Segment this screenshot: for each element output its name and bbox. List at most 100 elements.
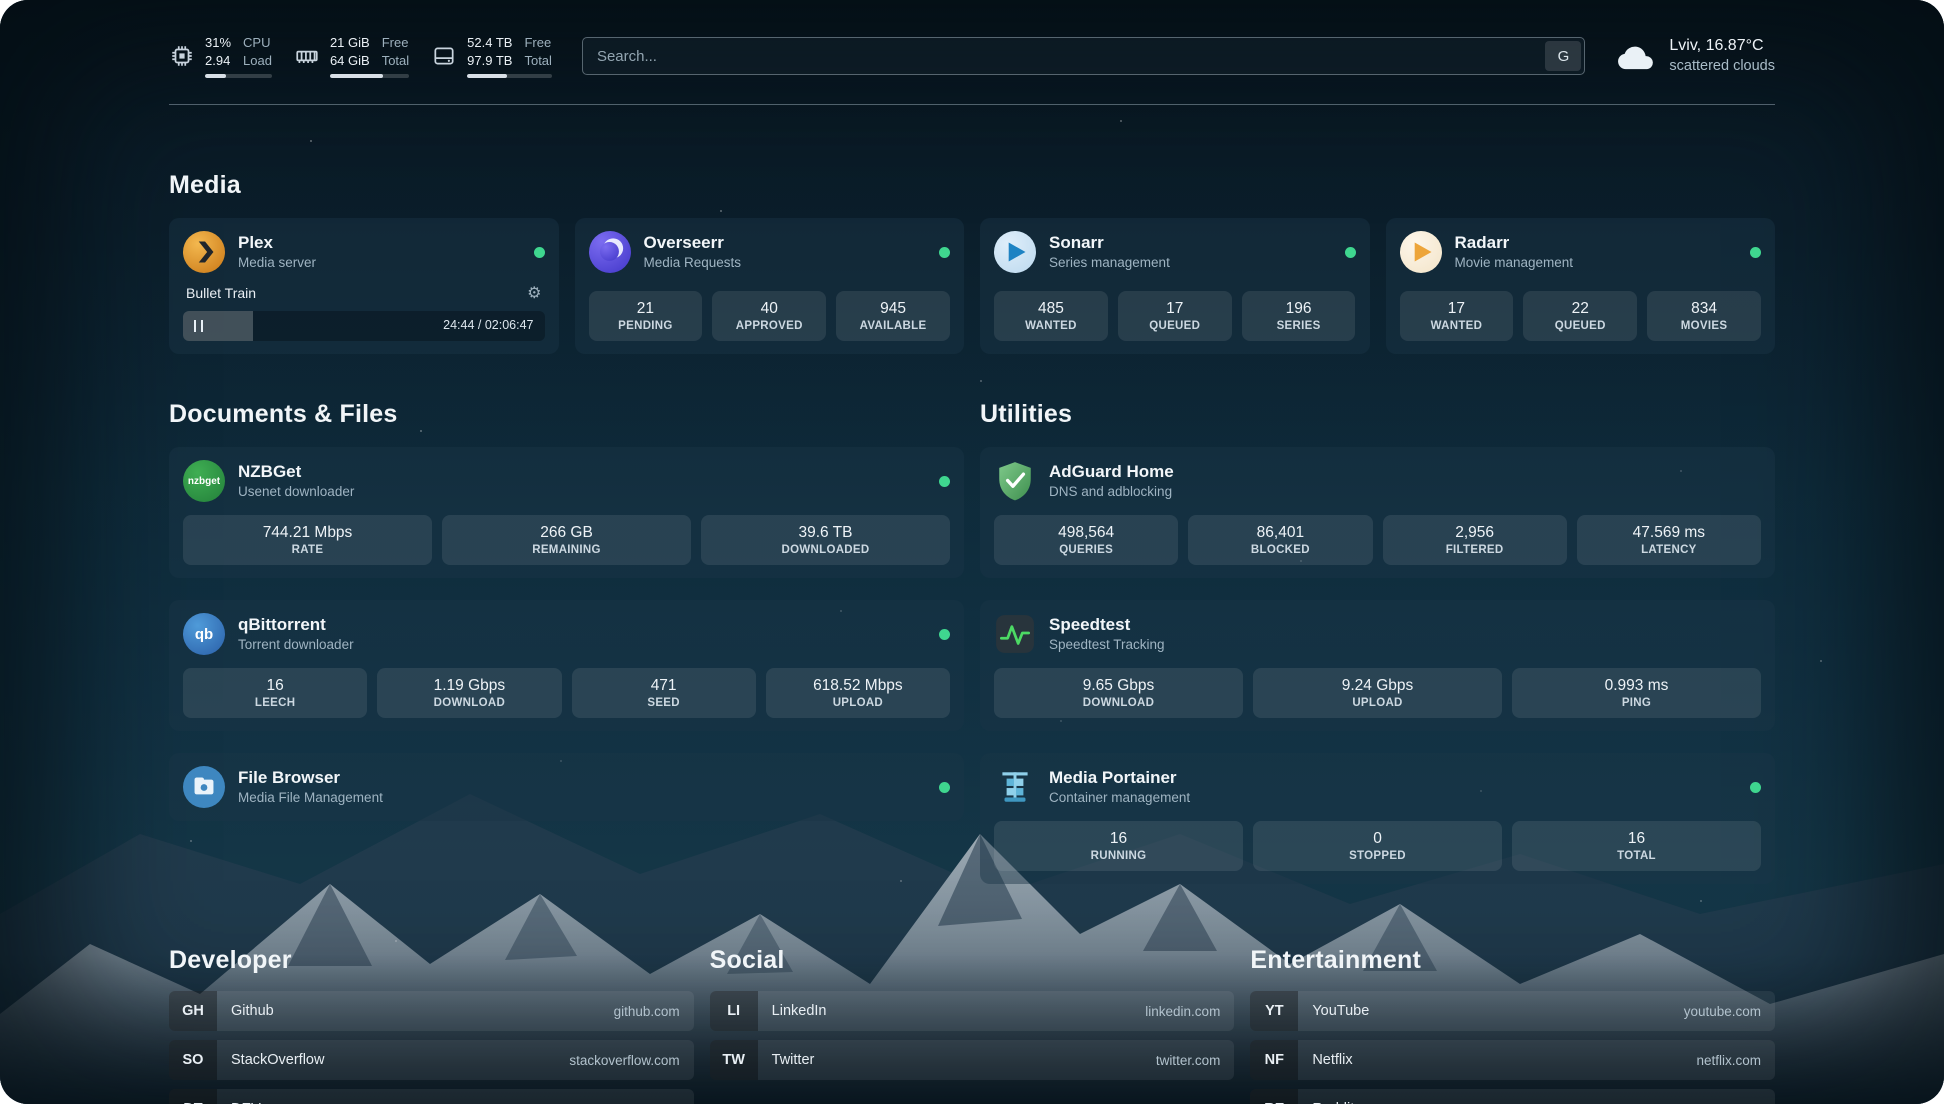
- bookmark-stackoverflow[interactable]: SO StackOverflow stackoverflow.com: [169, 1040, 694, 1081]
- stat-movies: 834 MOVIES: [1647, 291, 1761, 342]
- bookmark-group-social: Social LI LinkedIn linkedin.com TW Twitt…: [709, 946, 1235, 1081]
- service-name: Plex: [238, 233, 273, 253]
- service-subtitle: Media File Management: [238, 790, 383, 806]
- speedtest-icon: [994, 613, 1036, 655]
- gear-icon[interactable]: ⚙: [527, 285, 542, 303]
- bookmark-name: LinkedIn: [771, 1003, 827, 1020]
- stat-stopped: 0 STOPPED: [1253, 821, 1502, 872]
- playback-time: 24:44 / 02:06:47: [443, 318, 534, 333]
- service-card-qbittorrent[interactable]: qb qBittorrent Torrent downloader 16 LEEC…: [169, 600, 964, 732]
- bookmark-github[interactable]: GH Github github.com: [169, 991, 694, 1032]
- bookmark-twitter[interactable]: TW Twitter twitter.com: [709, 1040, 1235, 1081]
- memory-free-value: 21 GiB: [329, 35, 370, 50]
- service-card-speedtest[interactable]: Speedtest Speedtest Tracking 9.65 Gbps DO…: [980, 600, 1775, 732]
- playback-progress-bar[interactable]: 24:44 / 02:06:47: [183, 311, 545, 342]
- cpu-load-value: 2.94: [205, 52, 231, 68]
- search-input[interactable]: [581, 37, 1586, 76]
- portainer-icon: [994, 766, 1036, 808]
- bookmark-name: Twitter: [771, 1052, 815, 1069]
- media-section-title: Media: [169, 171, 241, 200]
- cpu-usage-percent: 31%: [205, 35, 232, 50]
- developer-section-title: Developer: [169, 946, 292, 975]
- memory-total-label: Total: [381, 52, 410, 68]
- bookmark-netflix[interactable]: NF Netflix netflix.com: [1250, 1040, 1775, 1081]
- sonarr-icon: [994, 231, 1036, 274]
- service-name: Speedtest: [1049, 615, 1131, 635]
- service-card-overseerr[interactable]: Overseerr Media Requests 21 PENDING 40 APP…: [574, 218, 964, 355]
- stat-running: 16 RUNNING: [994, 821, 1243, 872]
- service-card-adguard[interactable]: AdGuard Home DNS and adblocking 498,564 Q…: [980, 447, 1775, 579]
- bookmark-url: dev.to: [644, 1102, 694, 1104]
- cpu-icon: [169, 43, 195, 69]
- bookmark-youtube[interactable]: YT YouTube youtube.com: [1250, 991, 1775, 1032]
- service-card-filebrowser[interactable]: File Browser Media File Management: [169, 753, 964, 822]
- stat-wanted: 485 WANTED: [994, 291, 1108, 342]
- service-subtitle: Usenet downloader: [238, 484, 355, 500]
- bookmark-url: youtube.com: [1683, 1003, 1761, 1019]
- service-name: Overseerr: [643, 233, 724, 253]
- section-utilities: Utilities: [980, 400, 1775, 885]
- disk-total-label: Total: [524, 52, 552, 68]
- pause-icon[interactable]: [194, 320, 203, 333]
- memory-icon: [294, 43, 320, 69]
- service-subtitle: Speedtest Tracking: [1049, 637, 1165, 653]
- bookmark-abbr: SO: [169, 1040, 217, 1081]
- service-card-nzbget[interactable]: nzbget NZBGet Usenet downloader 744.21 M…: [169, 447, 964, 579]
- disk-total-value: 97.9 TB: [467, 52, 513, 68]
- service-subtitle: Series management: [1049, 255, 1170, 271]
- bookmark-url: stackoverflow.com: [569, 1052, 680, 1068]
- service-card-plex[interactable]: Plex Media server Bullet Train ⚙: [169, 218, 559, 355]
- bookmark-url: github.com: [613, 1003, 680, 1019]
- service-name: NZBGet: [238, 462, 302, 482]
- service-card-portainer[interactable]: Media Portainer Container management 16 R…: [980, 753, 1775, 885]
- memory-widget: 21 GiB 64 GiB Free Total: [294, 34, 410, 79]
- status-dot: [1750, 781, 1761, 793]
- bookmark-url: twitter.com: [1155, 1052, 1221, 1068]
- service-card-sonarr[interactable]: Sonarr Series management 485 WANTED 17 QUE…: [980, 218, 1370, 355]
- bookmark-url: reddit.com: [1698, 1102, 1775, 1104]
- status-dot: [939, 628, 950, 640]
- bookmark-abbr: LI: [709, 991, 758, 1032]
- service-subtitle: Movie management: [1454, 255, 1574, 271]
- bookmark-abbr: YT: [1250, 991, 1299, 1032]
- bookmark-linkedin[interactable]: LI LinkedIn linkedin.com: [709, 991, 1235, 1032]
- top-bar: 31% 2.94 CPU Load: [169, 34, 1775, 79]
- stat-filtered: 2,956 FILTERED: [1382, 515, 1567, 566]
- bookmark-name: StackOverflow: [231, 1052, 325, 1069]
- section-media: Media Plex Medi: [169, 171, 1775, 355]
- bookmark-name: Github: [231, 1003, 274, 1020]
- bookmark-reddit[interactable]: RE Reddit reddit.com: [1250, 1089, 1775, 1104]
- bookmark-group-developer: Developer GH Github github.com SO StackO…: [169, 946, 694, 1104]
- memory-total-value: 64 GiB: [329, 52, 370, 68]
- service-subtitle: DNS and adblocking: [1049, 484, 1173, 500]
- documents-section-title: Documents & Files: [169, 400, 398, 429]
- bookmark-dev[interactable]: DT DEV dev.to: [169, 1089, 694, 1104]
- cpu-label: CPU: [243, 35, 271, 50]
- service-name: AdGuard Home: [1049, 462, 1174, 482]
- background-mountains: [0, 794, 1944, 1104]
- stat-pending: 21 PENDING: [588, 291, 703, 342]
- bookmark-abbr: RE: [1250, 1089, 1299, 1104]
- overseerr-icon: [588, 231, 631, 274]
- bookmark-url: netflix.com: [1696, 1052, 1761, 1068]
- stat-upload: 9.24 Gbps UPLOAD: [1253, 668, 1502, 719]
- status-dot: [533, 246, 545, 258]
- memory-free-label: Free: [381, 35, 409, 50]
- stat-download: 1.19 Gbps DOWNLOAD: [377, 668, 562, 719]
- cpu-load-label: Load: [243, 52, 272, 68]
- service-card-radarr[interactable]: Radarr Movie management 17 WANTED 22 QUEUE…: [1385, 218, 1775, 355]
- stat-total: 16 TOTAL: [1512, 821, 1761, 872]
- bookmark-abbr: TW: [709, 1040, 758, 1081]
- stat-queued: 17 QUEUED: [1117, 291, 1232, 342]
- search-provider-button[interactable]: G: [1545, 41, 1582, 72]
- stat-rate: 744.21 Mbps RATE: [183, 515, 432, 566]
- disk-free-label: Free: [524, 35, 552, 50]
- disk-usage-bar: [467, 74, 552, 79]
- bookmark-abbr: NF: [1250, 1040, 1299, 1081]
- snow-particles: [0, 0, 2, 2]
- stat-queued: 22 QUEUED: [1523, 291, 1638, 342]
- filebrowser-icon: [183, 766, 225, 809]
- status-dot: [939, 781, 950, 793]
